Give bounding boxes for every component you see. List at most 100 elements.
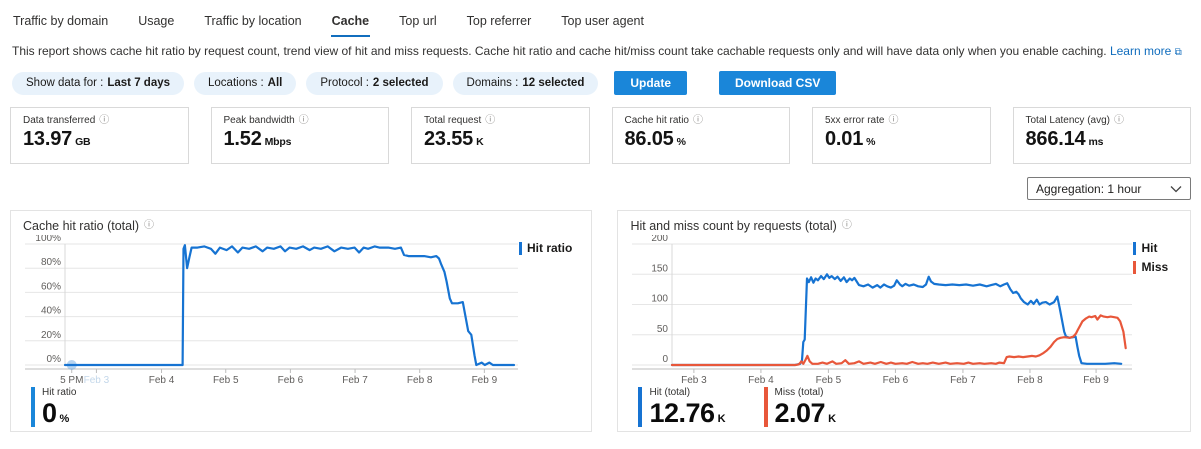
svg-text:Feb 5: Feb 5	[213, 375, 239, 386]
metric-card-value: 866.14 ms	[1026, 128, 1179, 151]
metric-value-number: 86.05	[624, 128, 674, 150]
svg-text:Feb 8: Feb 8	[407, 375, 433, 386]
metric-card-total-request: Total request ⓘ 23.55 K	[411, 107, 590, 164]
metric-card-label: Total request ⓘ	[424, 115, 577, 126]
svg-text:Feb 8: Feb 8	[1018, 375, 1044, 386]
filter-pills: Show data for : Last 7 days Locations : All…	[12, 71, 599, 95]
tab-traffic-by-domain[interactable]: Traffic by domain	[13, 14, 109, 28]
info-icon[interactable]: ⓘ	[692, 114, 703, 126]
svg-text:150: 150	[652, 263, 669, 274]
info-icon[interactable]: ⓘ	[888, 114, 899, 126]
series-line-hit	[671, 273, 1123, 367]
legend-entry-hit-ratio[interactable]: Hit ratio	[519, 241, 572, 255]
legend-label: Hit	[1141, 241, 1158, 255]
cache-hit-ratio-panel: Cache hit ratio (total) ⓘ 100% 80% 60% 40% 20%…	[10, 210, 593, 432]
tab-traffic-by-location[interactable]: Traffic by location	[204, 14, 302, 28]
svg-text:Feb 7: Feb 7	[951, 375, 977, 386]
metric-card-cache-hit-ratio: Cache hit ratio ⓘ 86.05%	[611, 107, 790, 164]
svg-text:Feb 4: Feb 4	[149, 375, 175, 386]
legend-color-bar	[1133, 260, 1137, 274]
charts-row: Cache hit ratio (total) ⓘ 100% 80% 60% 40% 20%…	[10, 210, 1191, 432]
tab-usage[interactable]: Usage	[138, 14, 175, 28]
filter-pill-show-data-for[interactable]: Show data for : Last 7 days	[12, 71, 185, 95]
info-icon[interactable]: ⓘ	[298, 114, 309, 126]
tab-top-referrer[interactable]: Top referrer	[466, 14, 532, 28]
filter-pill-label: Locations :	[208, 77, 264, 89]
metric-card-label: Peak bandwidth ⓘ	[224, 115, 377, 126]
summary-label: Hit ratio	[42, 387, 77, 398]
metric-value-number: 1.52	[223, 128, 262, 150]
legend-entry-miss[interactable]: Miss	[1133, 260, 1168, 274]
info-icon[interactable]: ⓘ	[485, 114, 496, 126]
filter-pill-value: All	[267, 77, 283, 89]
download-csv-button[interactable]: Download CSV	[719, 71, 837, 95]
tab-cache[interactable]: Cache	[330, 10, 371, 37]
metric-value-number: 23.55	[424, 128, 474, 150]
info-icon[interactable]: ⓘ	[99, 114, 110, 126]
external-link-icon: ⧉	[1174, 47, 1182, 58]
metric-card-label-text: Data transferred	[23, 115, 96, 126]
summary-value-unit: %	[59, 412, 70, 425]
svg-text:60%: 60%	[41, 281, 61, 292]
hit-miss-count-panel: Hit and miss count by requests (total) ⓘ 2…	[617, 210, 1191, 432]
metric-card-value: 23.55 K	[424, 128, 577, 151]
learn-more-label: Learn more	[1109, 44, 1172, 58]
chart-summaries: Hit (total) 12.76 K Miss (total) 2.07 K	[638, 387, 1180, 427]
filter-pill-protocol[interactable]: Protocol :2 selected	[306, 71, 443, 95]
tab-top-url[interactable]: Top url	[399, 14, 437, 28]
filter-pill-label: Show data for :	[26, 77, 104, 89]
legend-label: Hit ratio	[527, 241, 573, 255]
chart-body: 200 150 100 50 0 Feb 3 Feb 4 Feb 5 Feb 6 Feb 7 Feb…	[628, 235, 1180, 387]
metric-value-number: 13.97	[23, 128, 73, 150]
svg-text:Feb 6: Feb 6	[883, 375, 909, 386]
metric-card-total-latency-avg: Total Latency (avg) ⓘ 866.14 ms	[1012, 107, 1191, 164]
filter-pill-label: Domains :	[466, 77, 519, 89]
metric-value-unit: %	[676, 136, 686, 148]
chart-summaries: Hit ratio 0%	[31, 387, 581, 427]
svg-text:Feb 3: Feb 3	[682, 375, 708, 386]
legend-entry-hit[interactable]: Hit	[1133, 241, 1168, 255]
svg-text:Feb 4: Feb 4	[749, 375, 775, 386]
metric-value-unit: GB	[75, 136, 91, 148]
summary-value-unit: K	[828, 412, 837, 425]
summary-value: 2.07 K	[774, 397, 837, 428]
summary-label: Miss (total)	[774, 387, 824, 398]
svg-text:200: 200	[652, 235, 669, 244]
chart-plot: 200 150 100 50 0 Feb 3 Feb 4 Feb 5 Feb 6 Feb 7 Feb…	[632, 235, 1133, 386]
aggregation-dropdown[interactable]: Aggregation: 1 hour	[1027, 177, 1191, 200]
chart-legend: Hit ratio	[519, 235, 572, 387]
report-description: This report shows cache hit ratio by req…	[12, 44, 1189, 58]
metric-card-value: 13.97 GB	[23, 128, 176, 151]
metric-value-unit: K	[476, 136, 484, 148]
info-icon[interactable]: ⓘ	[841, 220, 852, 231]
tab-top-user-agent[interactable]: Top user agent	[561, 14, 644, 28]
info-icon[interactable]: ⓘ	[1114, 114, 1124, 126]
metric-card-5xx-error-rate: 5xx error rate ⓘ 0.01%	[812, 107, 991, 164]
svg-text:Feb 5: Feb 5	[816, 375, 842, 386]
metric-card-value: 0.01%	[825, 128, 978, 151]
chart-legend: Hit Miss	[1133, 235, 1168, 387]
metric-card-label-text: Total Latency (avg)	[1025, 115, 1111, 126]
summary-value: 12.76 K	[649, 398, 725, 427]
chart-title: Hit and miss count by requests (total) ⓘ	[630, 219, 1180, 233]
summary-value-number: 2.07	[774, 397, 826, 428]
metric-card-value: 86.05%	[625, 128, 778, 151]
learn-more-link[interactable]: Learn more ⧉	[1110, 44, 1182, 58]
series-line-miss	[671, 314, 1128, 367]
svg-text:40%: 40%	[41, 306, 61, 317]
summary-miss-total: Miss (total) 2.07 K	[763, 387, 837, 428]
filter-pill-locations[interactable]: Locations : All	[194, 71, 297, 95]
aggregation-value: Aggregation: 1 hour	[1036, 181, 1142, 196]
legend-label: Miss	[1141, 260, 1169, 274]
filter-pill-domains[interactable]: Domains :12 selected	[452, 71, 599, 95]
metric-value-unit: %	[866, 136, 876, 148]
metric-card-label: Data transferred ⓘ	[23, 115, 176, 126]
series-line-hit-ratio	[63, 244, 516, 367]
chart-title-text: Hit and miss count by requests (total)	[630, 219, 837, 233]
info-icon[interactable]: ⓘ	[144, 220, 155, 231]
svg-text:50: 50	[657, 324, 669, 335]
svg-text:100: 100	[652, 294, 669, 305]
svg-text:Feb 7: Feb 7	[342, 375, 368, 386]
update-button[interactable]: Update	[614, 71, 688, 95]
filter-pill-label: Protocol :	[320, 77, 369, 89]
